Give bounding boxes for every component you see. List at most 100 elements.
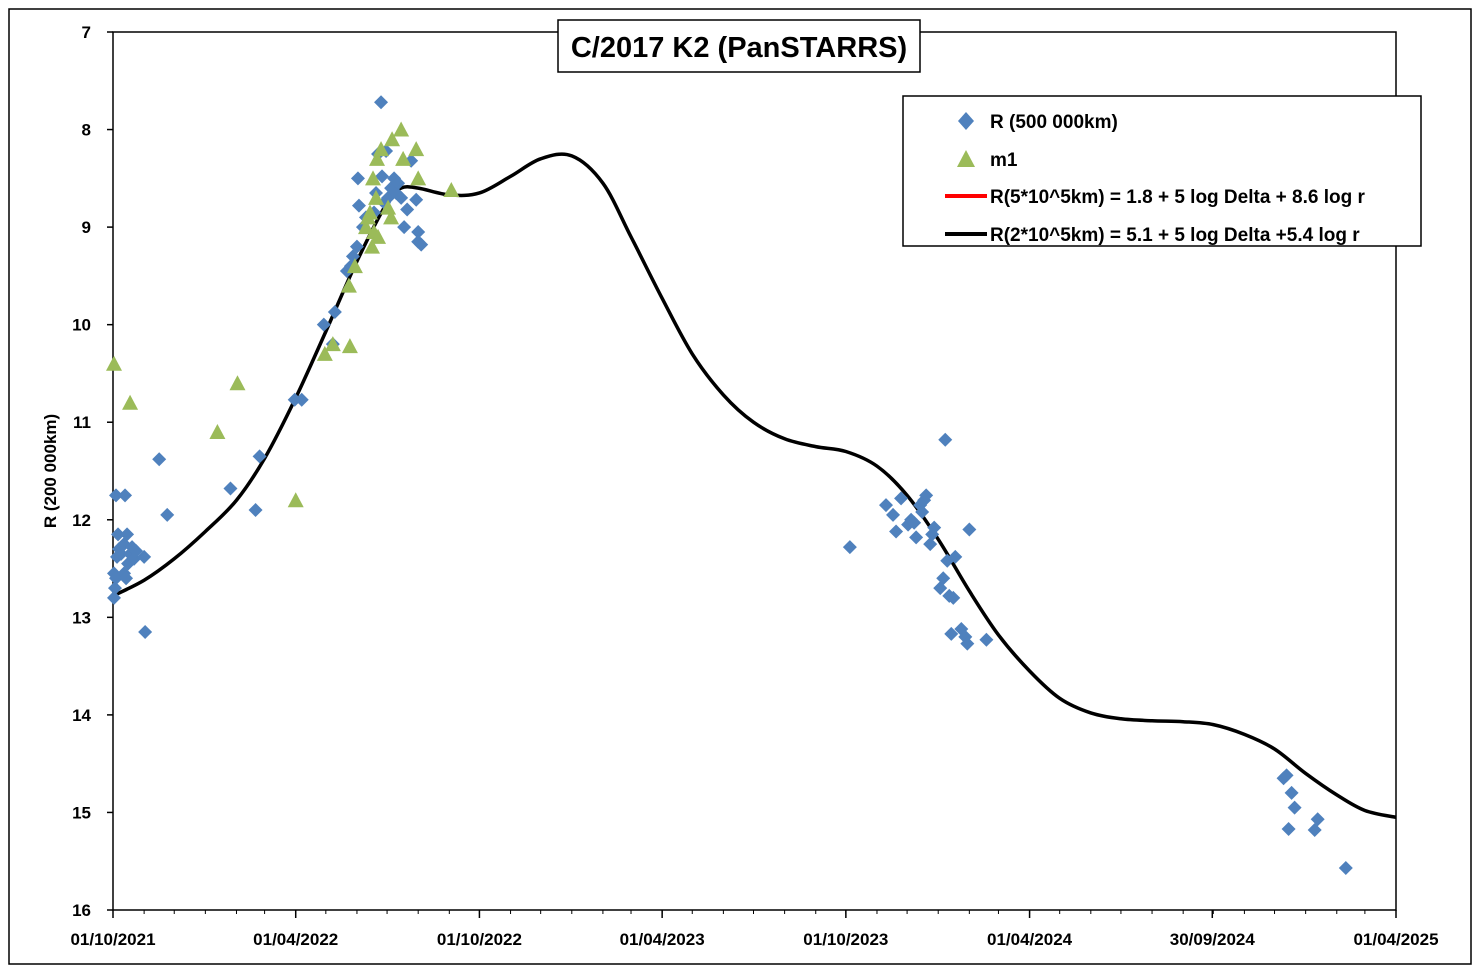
m1-data-point: [229, 375, 246, 391]
r-data-point: [397, 220, 412, 235]
y-axis: 7 8 9 10 11 12 13 14 15 16: [72, 23, 113, 920]
r-data-point: [414, 237, 429, 252]
r-data-point: [108, 581, 123, 596]
r-data-point: [842, 540, 857, 555]
r-data-point: [120, 527, 135, 542]
y-tick-label: 15: [72, 803, 91, 822]
r-data-point: [160, 507, 175, 522]
m1-data-point: [443, 182, 460, 198]
chart-title-box: C/2017 K2 (PanSTARRS): [557, 19, 921, 73]
m1-data-point: [383, 209, 400, 225]
y-tick-label: 11: [73, 413, 91, 432]
y-tick-label: 13: [72, 608, 91, 627]
m1-data-point: [393, 121, 410, 137]
r-data-point: [391, 176, 406, 191]
r-data-point: [118, 488, 133, 503]
model-curve-line: [112, 152, 1397, 820]
x-tick-label: 30/09/2024: [1170, 930, 1256, 949]
m1-data-point: [340, 277, 357, 293]
x-tick-label: 01/04/2022: [253, 930, 338, 949]
r-data-point: [119, 571, 134, 586]
r-data-point: [907, 515, 922, 530]
m1-data-point: [346, 258, 363, 274]
r-data-point: [879, 498, 894, 513]
m1-data-point: [395, 150, 412, 166]
x-axis: 01/10/2021 01/04/2022 01/10/2022 01/04/2023…: [70, 910, 1439, 949]
r-data-point: [1307, 823, 1322, 838]
r-data-point: [946, 590, 961, 605]
m1-data-point: [341, 338, 358, 354]
m1-data-point: [357, 219, 374, 235]
r-data-point: [1279, 768, 1294, 783]
m1-data-point: [365, 170, 382, 186]
r-data-point: [923, 537, 938, 552]
legend-label: R(5*10^5km) = 1.8 + 5 log Delta + 8.6 lo…: [990, 187, 1366, 208]
x-tick-label: 01/04/2025: [1353, 930, 1438, 949]
m1-data-point: [122, 394, 139, 410]
r-data-point: [1310, 812, 1325, 827]
r-data-point: [894, 491, 909, 506]
m1-data-point: [410, 170, 427, 186]
r-data-point: [351, 198, 366, 213]
r-data-point: [400, 202, 415, 217]
m1-data-point: [384, 131, 401, 147]
m1-data-point: [373, 141, 390, 157]
m1-data-point: [368, 189, 385, 205]
r-data-point: [1338, 861, 1353, 876]
r-data-point: [327, 304, 342, 319]
chart-title: C/2017 K2 (PanSTARRS): [571, 32, 907, 64]
r-data-point: [248, 503, 263, 518]
y-tick-label: 12: [72, 511, 91, 530]
m1-data-point: [316, 345, 333, 361]
r-data-point: [374, 95, 389, 110]
r-data-point: [944, 626, 959, 641]
r-data-point: [409, 192, 424, 207]
m1-data-point: [369, 150, 386, 166]
r-data-point: [938, 432, 953, 447]
r-data-point: [152, 452, 167, 467]
y-tick-label: 9: [82, 218, 91, 237]
m1-data-point: [408, 141, 425, 157]
x-tick-label: 01/10/2021: [70, 930, 155, 949]
m1-data-point: [209, 423, 226, 439]
m1-data-point: [362, 204, 379, 220]
m1-data-point: [106, 355, 123, 371]
r-data-point: [915, 504, 930, 519]
r-data-point: [909, 530, 924, 545]
r-data-point: [111, 527, 126, 542]
chart-title-frame: [557, 19, 921, 73]
legend-frame: [902, 95, 1422, 247]
r-data-point: [316, 317, 331, 332]
m1-data-point: [324, 336, 341, 352]
r-data-point: [138, 624, 153, 639]
r-data-point: [137, 549, 152, 564]
r-data-point: [960, 636, 975, 651]
legend-symbol-triangle: [957, 150, 975, 167]
legend-label: R (500 000km): [990, 112, 1118, 133]
r-data-point: [375, 169, 390, 184]
x-tick-label: 01/04/2024: [987, 930, 1073, 949]
r-data-point: [350, 171, 365, 186]
r-data-point: [349, 239, 364, 254]
m1-data-point: [287, 492, 304, 508]
y-tick-label: 7: [82, 23, 91, 42]
legend-label: R(2*10^5km) = 5.1 + 5 log Delta +5.4 log…: [990, 225, 1360, 246]
r-data-point: [411, 224, 426, 239]
x-tick-label: 01/04/2023: [620, 930, 705, 949]
y-tick-label: 8: [82, 121, 91, 140]
r-data-point: [936, 571, 951, 586]
r-data-point: [948, 549, 963, 564]
m1-data-point: [370, 228, 387, 244]
legend-label: m1: [990, 150, 1018, 171]
m1-data-point: [380, 199, 397, 215]
y-axis-label: R (200 000km): [41, 414, 60, 528]
r-data-point: [394, 190, 409, 205]
r-data-point: [886, 507, 901, 522]
r-data-point: [889, 524, 904, 539]
r-data-point: [962, 522, 977, 537]
r-data-point: [287, 392, 302, 407]
r-data-point: [919, 488, 934, 503]
r-data-point: [294, 392, 309, 407]
